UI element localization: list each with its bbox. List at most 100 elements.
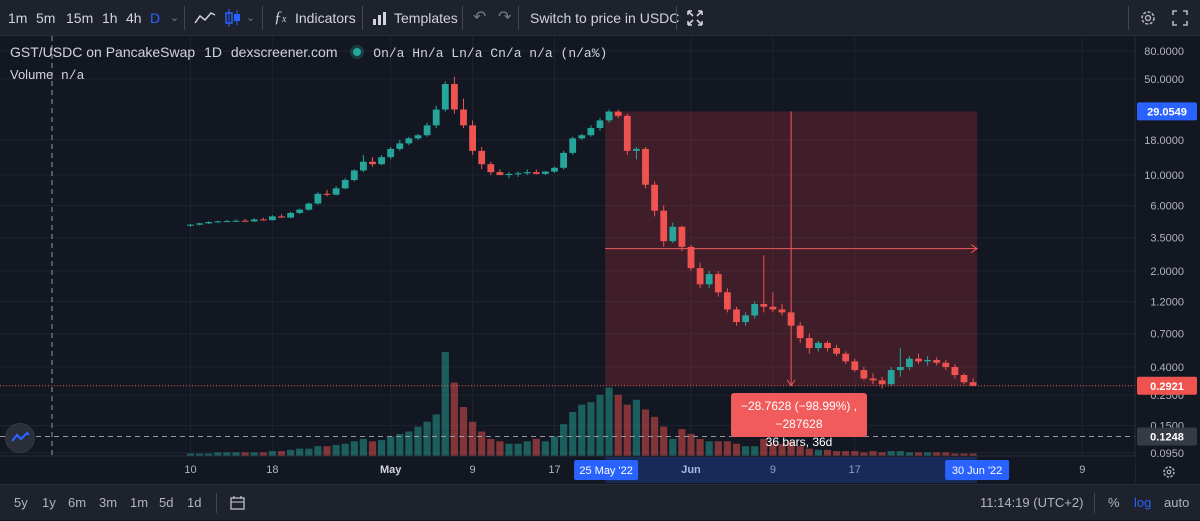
- templates-icon[interactable]: [372, 10, 390, 26]
- tradingview-logo[interactable]: [5, 423, 35, 453]
- volume-bar: [405, 431, 413, 456]
- interval-1h[interactable]: 1h: [102, 10, 118, 26]
- current-price-badge-bg: [1137, 102, 1197, 121]
- candle-body: [478, 150, 486, 165]
- volume-bar: [732, 443, 741, 456]
- range-6m[interactable]: 6m: [68, 495, 87, 510]
- volume-bar: [833, 451, 841, 456]
- interval-1m[interactable]: 1m: [8, 10, 28, 26]
- interval-4h[interactable]: 4h: [126, 10, 142, 26]
- range-1y[interactable]: 1y: [42, 495, 56, 510]
- price-chart[interactable]: 80.0000 50.0000 18.0000 10.0000 6.0000 3.5000…: [0, 36, 1200, 484]
- symbol-label[interactable]: GST/USDC on PancakeSwap: [10, 44, 196, 60]
- interval-d[interactable]: D: [150, 10, 161, 26]
- volume-bar: [641, 409, 650, 456]
- line-chart-icon[interactable]: [194, 10, 216, 26]
- volume-bar: [942, 452, 950, 456]
- axis-settings-icon-center: [1166, 469, 1172, 475]
- candle-body: [906, 358, 913, 368]
- volume-bar: [842, 451, 850, 456]
- candles-icon[interactable]: [224, 8, 242, 28]
- indicators-button[interactable]: Indicators: [295, 10, 356, 26]
- candle-body: [296, 209, 304, 213]
- settings-gear-icon[interactable]: [1139, 9, 1157, 27]
- candle-body: [787, 312, 795, 326]
- candle-body: [942, 362, 950, 368]
- volume-bar: [459, 407, 468, 456]
- volume-bar: [905, 452, 913, 456]
- status-dot: [353, 48, 362, 56]
- volume-bar: [550, 436, 559, 456]
- fx-icon[interactable]: ƒx: [274, 9, 287, 26]
- volume-bar: [805, 448, 813, 456]
- range-5d[interactable]: 5d: [159, 495, 174, 510]
- price-tick-label: 18.0000: [1144, 135, 1184, 147]
- volume-bar: [669, 438, 677, 456]
- candle-body: [432, 109, 440, 126]
- volume-bar: [314, 446, 322, 456]
- volume-bar: [541, 441, 549, 456]
- candle-body: [560, 152, 567, 168]
- undo-icon[interactable]: ↶: [473, 9, 487, 26]
- volume-bar: [887, 451, 895, 456]
- range-3m[interactable]: 3m: [99, 495, 118, 510]
- volume-bar: [678, 429, 686, 456]
- candle-body: [332, 188, 340, 195]
- toolbar-divider: [518, 6, 519, 30]
- price-tick-label: 6.0000: [1150, 201, 1184, 213]
- fullscreen-icon[interactable]: [1172, 10, 1188, 26]
- volume-bar: [478, 431, 486, 456]
- time-tick-label: 10: [184, 464, 196, 476]
- volume-bar: [696, 438, 704, 456]
- time-tick-label: May: [380, 464, 402, 476]
- range-start-badge-bg: [574, 460, 639, 480]
- ohlc-values: On/a Hn/a Ln/a Cn/a n/a (n/a%): [373, 46, 608, 61]
- time-tick-label: 17: [849, 464, 861, 476]
- goto-date-icon[interactable]: [230, 495, 248, 511]
- range-start-badge: 25 May '22: [579, 465, 632, 477]
- switch-price-button[interactable]: Switch to price in USDC: [530, 10, 680, 26]
- volume-legend: Volume n/a: [10, 67, 84, 83]
- volume-bar: [742, 446, 750, 456]
- chevron-down-icon[interactable]: ⌄: [246, 12, 256, 24]
- volume-bar: [660, 426, 668, 456]
- percent-toggle[interactable]: %: [1108, 495, 1120, 510]
- volume-bar: [296, 448, 304, 456]
- candle-body: [341, 180, 349, 189]
- time-tick-label: 9: [770, 464, 776, 476]
- candle-body: [187, 224, 194, 226]
- redo-icon[interactable]: ↷: [498, 9, 512, 26]
- volume-bar: [196, 453, 204, 456]
- templates-button[interactable]: Templates: [394, 10, 458, 26]
- log-toggle[interactable]: log: [1134, 495, 1152, 510]
- price-tick-label: 50.0000: [1144, 74, 1184, 86]
- measure-v-arrowhead: [786, 379, 796, 387]
- interval-15m[interactable]: 15m: [66, 10, 94, 26]
- candle-body: [278, 216, 285, 218]
- clock-label[interactable]: 11:14:19 (UTC+2): [980, 495, 1084, 510]
- time-tick-label: 9: [1079, 464, 1085, 476]
- fullscreen-icon[interactable]: [687, 10, 703, 26]
- auto-toggle[interactable]: auto: [1164, 495, 1190, 510]
- candle-body: [469, 125, 476, 151]
- candle-body: [514, 173, 522, 175]
- volume-bar: [714, 441, 722, 456]
- chevron-down-icon[interactable]: ⌄: [170, 12, 180, 24]
- range-5y[interactable]: 5y: [14, 495, 28, 510]
- volume-bar: [960, 453, 968, 456]
- candle-body: [633, 148, 640, 151]
- candle-body: [578, 135, 586, 139]
- range-1d[interactable]: 1d: [187, 495, 202, 510]
- interval-5m[interactable]: 5m: [36, 10, 56, 26]
- candle-body: [623, 115, 631, 151]
- volume-bar: [186, 453, 195, 456]
- candle-body: [223, 221, 231, 223]
- candle-body: [551, 167, 558, 172]
- range-1m[interactable]: 1m: [130, 495, 149, 510]
- volume-bar: [432, 414, 440, 456]
- candle-body: [642, 148, 649, 185]
- volume-bar: [214, 452, 222, 456]
- time-tick-label: 9: [470, 464, 476, 476]
- volume-bar: [623, 404, 631, 456]
- volume-bar: [560, 424, 568, 456]
